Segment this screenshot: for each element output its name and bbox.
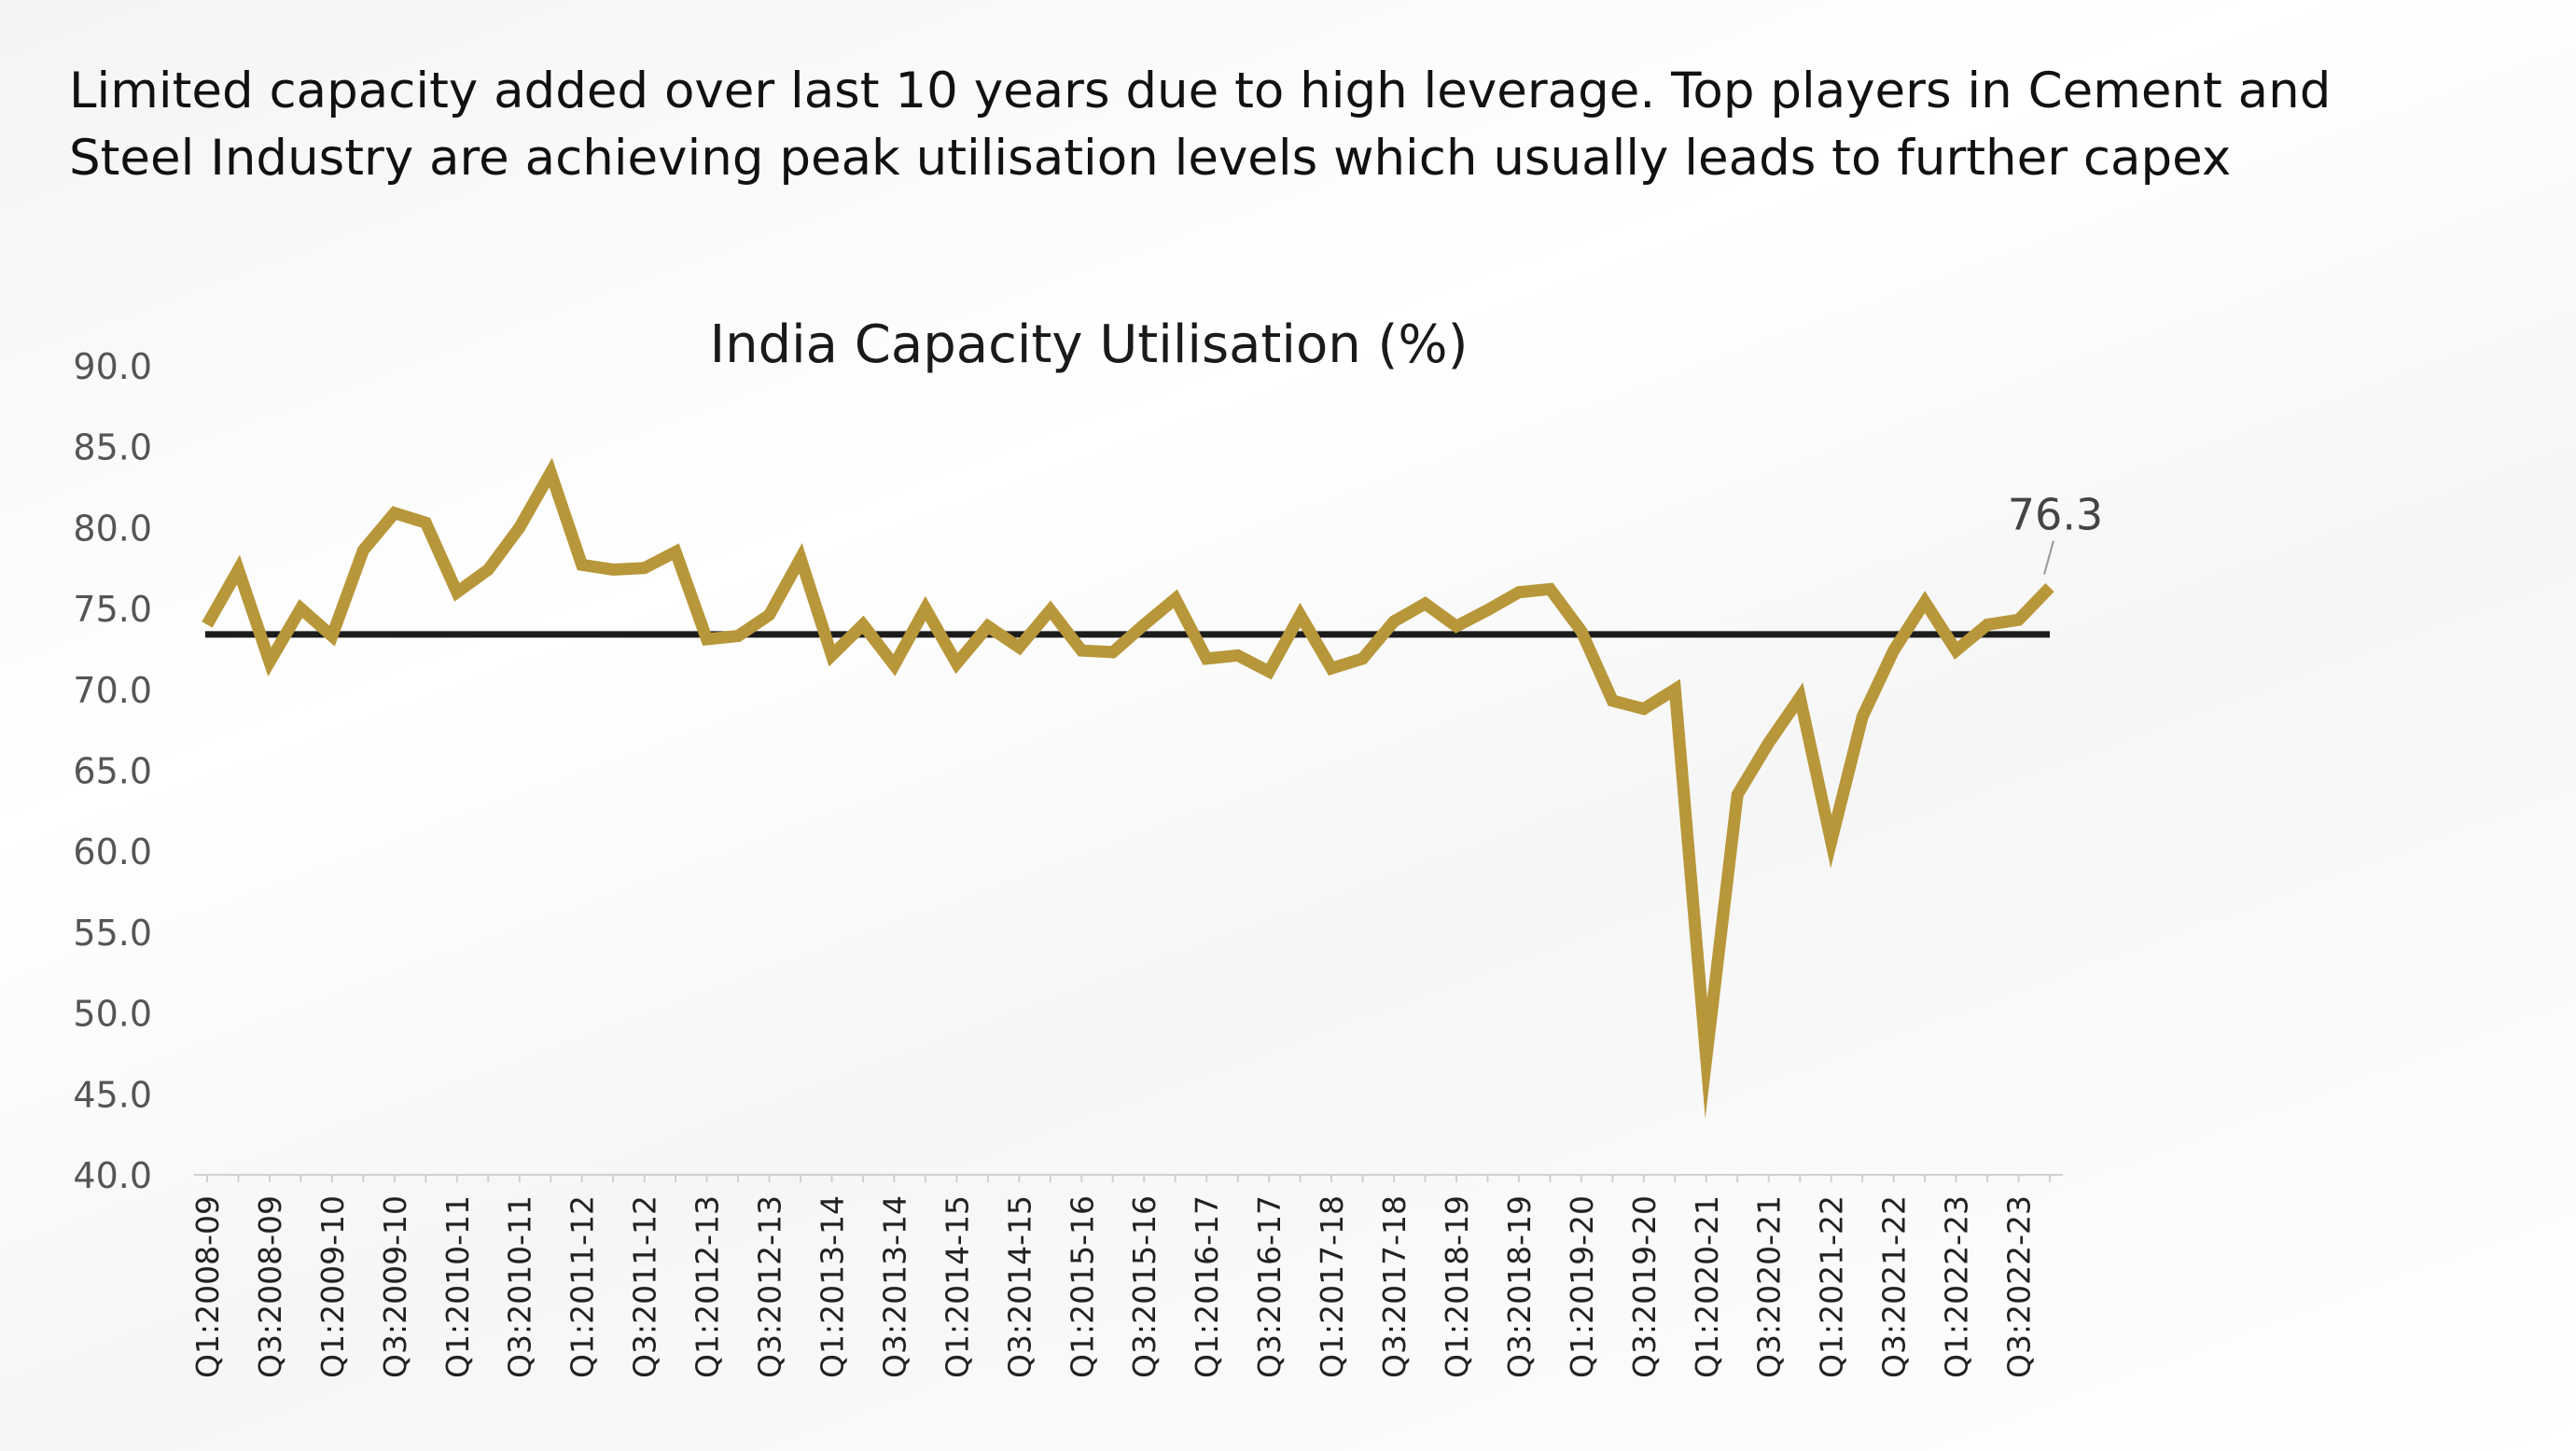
x-tick-label: Q3:2017-18 (1376, 1195, 1413, 1378)
x-tick-label: Q1:2008-09 (189, 1195, 226, 1378)
y-tick-label: 40.0 (73, 1155, 152, 1196)
x-tick-label: Q3:2020-21 (1751, 1195, 1788, 1378)
y-tick-label: 80.0 (73, 508, 152, 549)
y-tick-label: 75.0 (73, 589, 152, 630)
x-tick-label: Q1:2017-18 (1314, 1195, 1350, 1378)
series-line-capacity-utilisation (202, 457, 2054, 1119)
x-tick-label: Q1:2016-17 (1189, 1195, 1225, 1378)
x-axis-tick-labels: Q1:2008-09 Q3:2008-09 Q1:2009-10 Q3:2009-10… (189, 1195, 2038, 1378)
y-tick-label: 45.0 (73, 1074, 152, 1115)
x-tick-label: Q1:2011-12 (564, 1195, 601, 1378)
series-points (206, 472, 2051, 1059)
y-tick-label: 55.0 (73, 913, 152, 954)
x-tick-label: Q3:2019-20 (1626, 1195, 1663, 1378)
y-tick-label: 85.0 (73, 427, 152, 468)
y-tick-label: 60.0 (73, 831, 152, 872)
x-tick-label: Q1:2019-20 (1564, 1195, 1600, 1378)
x-tick-label: Q3:2008-09 (252, 1195, 288, 1378)
y-tick-label: 70.0 (73, 670, 152, 711)
annotation-label: 76.3 (2008, 490, 2103, 540)
x-tick-label: Q3:2014-15 (1001, 1195, 1037, 1378)
x-tick-label: Q3:2018-19 (1501, 1195, 1538, 1378)
x-tick-label: Q3:2009-10 (377, 1195, 413, 1378)
y-tick-label: 90.0 (73, 346, 152, 387)
x-tick-label: Q1:2018-19 (1439, 1195, 1475, 1378)
x-tick-label: Q1:2022-23 (1939, 1195, 1975, 1378)
x-tick-label: Q1:2012-13 (689, 1195, 726, 1378)
x-tick-label: Q3:2011-12 (627, 1195, 663, 1378)
x-tick-label: Q1:2020-21 (1689, 1195, 1725, 1378)
x-tick-label: Q3:2022-23 (2001, 1195, 2038, 1378)
x-tick-label: Q3:2021-22 (1876, 1195, 1913, 1378)
chart-title: India Capacity Utilisation (%) (710, 314, 1469, 375)
y-axis-ticks: 40.0 45.0 50.0 55.0 60.0 65.0 70.0 75.0 80.0 85.0… (73, 346, 152, 1196)
x-tick-label: Q1:2015-16 (1064, 1195, 1100, 1378)
x-tick-label: Q1:2014-15 (939, 1195, 975, 1378)
y-tick-label: 65.0 (73, 751, 152, 792)
headline-line-2: Steel Industry are achieving peak utilis… (69, 130, 2232, 187)
x-tick-label: Q3:2012-13 (752, 1195, 788, 1378)
x-tick-label: Q1:2021-22 (1814, 1195, 1850, 1378)
x-tick-label: Q1:2010-11 (439, 1195, 476, 1378)
x-tick-label: Q3:2015-16 (1126, 1195, 1163, 1378)
x-tick-label: Q1:2013-14 (814, 1195, 850, 1378)
x-axis-tick-marks (206, 1175, 2051, 1182)
headline-line-1: Limited capacity added over last 10 year… (69, 63, 2332, 119)
headline: Limited capacity added over last 10 year… (69, 58, 2569, 192)
annotation-leader-line (2043, 540, 2054, 575)
y-tick-label: 50.0 (73, 994, 152, 1035)
x-tick-label: Q3:2010-11 (502, 1195, 538, 1378)
x-tick-label: Q3:2013-14 (876, 1195, 912, 1378)
x-tick-label: Q1:2009-10 (314, 1195, 351, 1378)
x-tick-label: Q3:2016-17 (1251, 1195, 1288, 1378)
